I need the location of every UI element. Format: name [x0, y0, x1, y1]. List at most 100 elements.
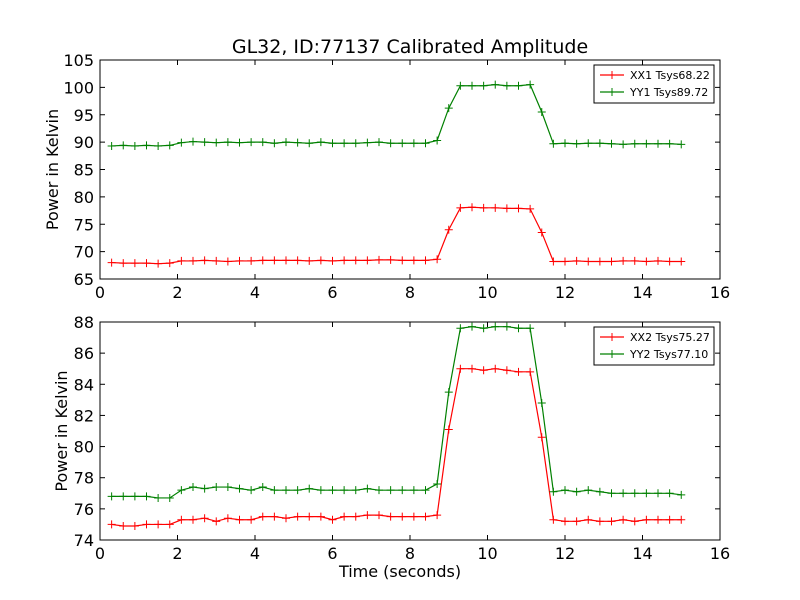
- data-point: [514, 81, 523, 90]
- data-point: [165, 493, 174, 502]
- data-point: [468, 81, 476, 90]
- y-tick-label: 78: [74, 469, 94, 488]
- data-point: [526, 367, 535, 376]
- data-point: [665, 489, 674, 498]
- y-tick-label: 80: [74, 438, 94, 457]
- data-point: [537, 108, 546, 117]
- y-tick-label: 86: [74, 344, 94, 363]
- data-point: [537, 228, 546, 237]
- data-point: [107, 492, 116, 501]
- data-point: [677, 515, 686, 524]
- data-point: [165, 259, 174, 268]
- data-point: [677, 257, 686, 266]
- x-tick-label: 12: [555, 544, 575, 563]
- data-point: [316, 256, 325, 265]
- data-point: [351, 139, 360, 148]
- data-point: [595, 487, 604, 496]
- data-point: [270, 256, 279, 265]
- legend-marker: [608, 71, 616, 79]
- data-point: [468, 203, 476, 212]
- data-point: [409, 139, 418, 148]
- data-point: [433, 511, 442, 520]
- data-point: [177, 486, 186, 495]
- data-point: [456, 364, 465, 373]
- data-point: [154, 141, 163, 150]
- data-point: [189, 515, 197, 524]
- data-point: [363, 511, 372, 520]
- legend-box: [593, 326, 715, 366]
- data-point: [316, 138, 325, 147]
- data-point: [119, 492, 128, 501]
- x-tick-label: 12: [555, 283, 575, 302]
- y-tick-label: 76: [74, 500, 94, 519]
- data-point: [375, 255, 383, 264]
- data-point: [223, 138, 232, 147]
- data-point: [584, 486, 593, 495]
- data-point: [270, 512, 279, 521]
- legend: XX1 Tsys68.22 YY1 Tsys89.72: [593, 64, 715, 104]
- data-point: [305, 484, 314, 493]
- data-point: [630, 517, 639, 526]
- data-point: [584, 139, 593, 148]
- data-point: [444, 225, 453, 234]
- data-point: [351, 486, 360, 495]
- legend-box: [593, 64, 715, 104]
- data-point: [293, 512, 302, 521]
- y-tick-label: 65: [74, 270, 94, 289]
- data-point: [328, 139, 337, 148]
- data-point: [654, 489, 662, 498]
- data-point: [421, 512, 430, 521]
- data-point: [328, 486, 337, 495]
- data-point: [119, 521, 128, 530]
- data-point: [328, 256, 337, 265]
- data-point: [305, 139, 314, 148]
- data-point: [375, 511, 383, 520]
- data-point: [340, 139, 349, 148]
- data-point: [398, 512, 407, 521]
- data-point: [130, 492, 139, 501]
- data-point: [165, 520, 174, 529]
- data-point: [200, 138, 209, 147]
- data-point: [293, 486, 302, 495]
- y-axis-label: Power in Kelvin: [43, 109, 62, 230]
- data-point: [584, 257, 593, 266]
- data-point: [677, 490, 686, 499]
- data-point: [212, 483, 221, 492]
- data-point: [572, 139, 581, 148]
- data-point: [235, 484, 244, 493]
- y-tick-label: 82: [74, 406, 94, 425]
- x-tick-label: 2: [172, 283, 182, 302]
- data-point: [375, 138, 383, 147]
- legend-label: YY1 Tsys89.72: [629, 86, 708, 99]
- data-point: [468, 322, 476, 331]
- data-point: [107, 520, 116, 529]
- data-point: [386, 139, 395, 148]
- data-point: [142, 492, 151, 501]
- data-point: [561, 139, 569, 148]
- data-point: [421, 486, 430, 495]
- data-point: [561, 517, 569, 526]
- data-point: [549, 515, 558, 524]
- data-point: [444, 425, 453, 434]
- x-tick-label: 6: [327, 544, 337, 563]
- data-point: [433, 255, 442, 264]
- x-tick-label: 14: [632, 544, 652, 563]
- data-point: [433, 136, 442, 145]
- data-point: [607, 517, 616, 526]
- data-point: [165, 141, 174, 150]
- data-point: [282, 486, 290, 495]
- data-point: [119, 141, 128, 150]
- legend-label: XX2 Tsys75.27: [630, 331, 710, 344]
- data-point: [409, 486, 418, 495]
- data-point: [212, 256, 221, 265]
- legend-label: YY2 Tsys77.10: [629, 348, 708, 361]
- data-point: [468, 364, 476, 373]
- data-point: [537, 433, 546, 442]
- data-point: [398, 486, 407, 495]
- top-plot: 0 2 4 6 8 10 12 14 16 65 70 75 80 85 90 95 100 105 Power i…: [43, 51, 730, 302]
- data-point: [212, 138, 221, 147]
- data-point: [665, 515, 674, 524]
- data-point: [491, 364, 500, 373]
- data-point: [340, 486, 349, 495]
- data-point: [642, 257, 651, 266]
